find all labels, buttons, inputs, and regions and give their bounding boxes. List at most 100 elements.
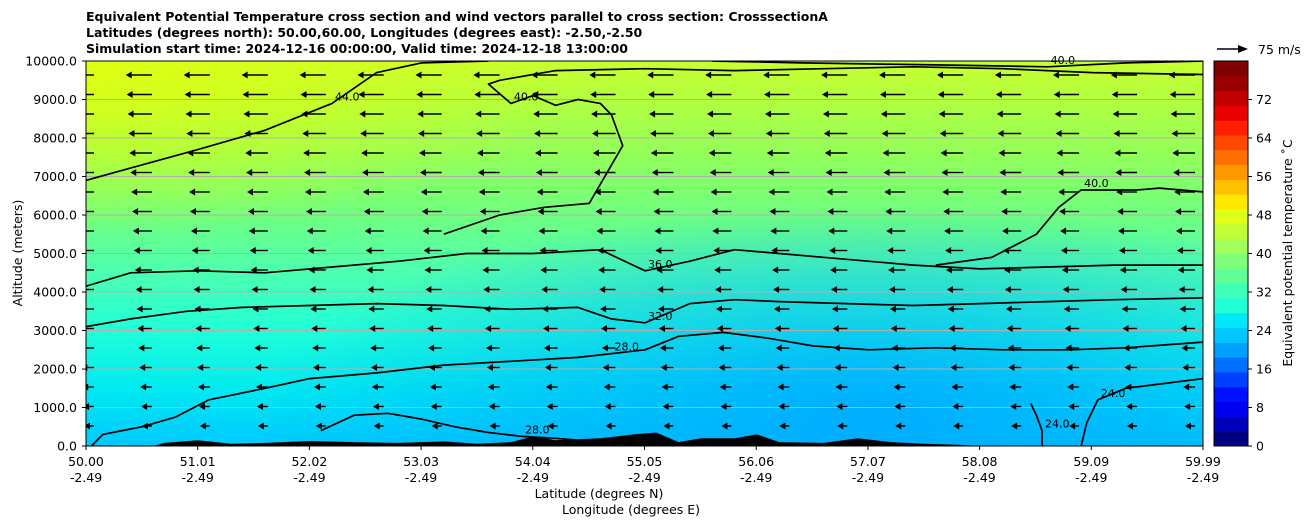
wind-vector-head-icon [1178, 286, 1185, 293]
wind-vector-head-icon [186, 130, 193, 137]
wind-vector-head-icon [373, 422, 380, 430]
colorbar-tick-label: 72 [1256, 92, 1272, 107]
wind-vector-head-icon [706, 91, 713, 98]
wind-vector-head-icon [660, 364, 667, 371]
wind-vector-head-icon [880, 110, 887, 118]
wind-vector-head-icon [770, 227, 777, 235]
wind-vector-head-icon [137, 325, 144, 332]
contour-label: 28.0 [615, 341, 640, 354]
wind-vector-head-icon [427, 325, 434, 332]
wind-vector-head-icon [882, 149, 889, 157]
wind-vector-head-icon [653, 208, 660, 215]
wind-vector-head-icon [189, 208, 196, 215]
wind-vector-head-icon [300, 91, 307, 98]
wind-vector-head-icon [247, 208, 254, 215]
wind-vector-head-icon [130, 169, 137, 176]
wind-vector-head-icon [940, 149, 947, 157]
wind-vector-head-icon [1181, 344, 1188, 352]
wind-vector-head-icon [1011, 422, 1018, 430]
wind-vector-head-icon [533, 110, 540, 118]
wind-vector-head-icon [947, 305, 954, 313]
wind-vector-head-icon [605, 422, 612, 430]
contour-line [86, 248, 1203, 288]
wind-vector-head-icon [888, 266, 895, 274]
wind-vector-head-icon [716, 305, 723, 313]
colorbar-segment [1214, 386, 1248, 403]
colorbar-segment [1214, 164, 1248, 180]
wind-vector-head-icon [367, 286, 374, 293]
colorbar-segment [1214, 297, 1248, 314]
wind-vector-head-icon [305, 208, 312, 215]
wind-vector-head-icon [718, 364, 725, 371]
wind-vector-head-icon [1176, 247, 1183, 254]
wind-vector-head-icon [1120, 286, 1127, 293]
wind-vector-head-icon [135, 286, 142, 293]
wind-vector-head-icon [86, 403, 90, 410]
contour-line [1030, 403, 1043, 446]
wind-vector-head-icon [652, 188, 659, 196]
wind-vector-head-icon [648, 91, 655, 98]
x-tick-label-lon: -2.49 [293, 470, 325, 485]
colorbar-segment [1214, 194, 1248, 210]
wind-vector-head-icon [86, 383, 89, 391]
wind-vector-head-icon [716, 325, 723, 332]
wind-vector-head-icon [886, 227, 893, 235]
wind-vector-head-icon [484, 305, 491, 313]
wind-vector-head-icon [953, 422, 960, 430]
contour-line [443, 65, 1203, 236]
wind-vector-head-icon [371, 364, 378, 371]
wind-vector-head-icon [1061, 266, 1068, 274]
wind-vector-head-icon [1122, 325, 1129, 332]
colorbar-segment [1214, 120, 1248, 136]
x-tick-label-lon: -2.49 [70, 470, 102, 485]
wind-vector-head-icon [310, 305, 317, 313]
wind-vector-head-icon [309, 286, 316, 293]
wind-vector-head-icon [763, 71, 770, 79]
wind-vector-head-icon [249, 247, 256, 254]
contour-label: 40.0 [514, 90, 539, 103]
wind-vector-head-icon [68, 72, 74, 79]
wind-vector-head-icon [1177, 266, 1184, 274]
wind-vector-head-icon [199, 422, 206, 430]
x-tick-label-lon: -2.49 [1075, 470, 1107, 485]
wind-vector-head-icon [1068, 403, 1075, 410]
wind-vector-head-icon [363, 208, 370, 215]
wind-vector-head-icon [198, 403, 205, 410]
colorbar-label: Equivalent potential temperature ˚C [1280, 139, 1295, 367]
wind-vector-head-icon [939, 130, 946, 137]
wind-vector-head-icon [937, 71, 944, 79]
wind-vector-head-icon [779, 422, 786, 430]
wind-vector-head-icon [542, 305, 549, 313]
wind-vector-head-icon [1182, 364, 1189, 371]
wind-vector-head-icon [884, 188, 891, 196]
wind-vector-head-icon [191, 247, 198, 254]
y-tick-label: 8000.0 [33, 131, 77, 146]
wind-vector-head-icon [1118, 227, 1125, 235]
wind-vector-head-icon [488, 403, 495, 410]
wind-vector-head-icon [1052, 71, 1059, 79]
colorbar-segment [1214, 105, 1248, 121]
wind-vector-head-icon [596, 227, 603, 235]
wind-vector-head-icon [1008, 364, 1015, 371]
wind-vector-head-icon [304, 188, 311, 196]
wind-vector-head-icon [140, 383, 147, 391]
x-tick-label-lon: -2.49 [182, 470, 214, 485]
wind-vector-head-icon [544, 364, 551, 371]
wind-vector-head-icon [649, 130, 656, 137]
wind-vector-head-icon [252, 305, 259, 313]
wind-vector-head-icon [187, 149, 194, 157]
wind-vector-head-icon [938, 110, 945, 118]
wind-vector-head-icon [995, 91, 1002, 98]
wind-vector-head-icon [1185, 422, 1191, 430]
x-tick-label-lon: -2.49 [852, 470, 884, 485]
colorbar-segment [1214, 342, 1248, 358]
wind-vector-head-icon [132, 227, 139, 235]
wind-vector-head-icon [535, 169, 542, 176]
wind-vector-head-icon [835, 383, 842, 391]
wind-vector-head-icon [656, 266, 663, 274]
wind-vector-head-icon [948, 325, 955, 332]
wind-vector-head-icon [531, 71, 538, 79]
wind-vector-head-icon [773, 305, 780, 313]
wind-vector-head-icon [943, 208, 950, 215]
